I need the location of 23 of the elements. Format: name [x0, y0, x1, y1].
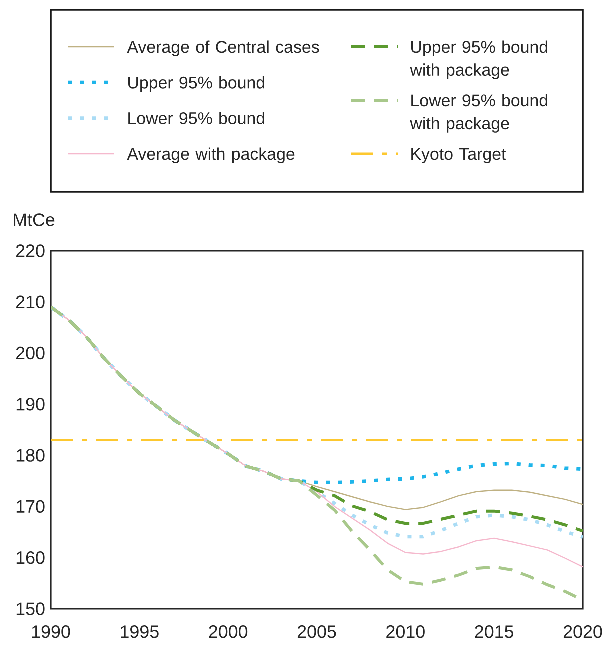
y-tick-label: 220	[16, 244, 45, 258]
y-tick-label: 150	[16, 602, 45, 616]
legend-label: Lower 95% bound	[128, 112, 264, 124]
x-tick-label: 1990	[32, 626, 70, 638]
y-tick-label: 210	[16, 296, 45, 308]
legend-label: Lower 95% bound with package	[410, 94, 548, 133]
legend-label: Average with package	[127, 148, 295, 164]
x-tick-label: 2015	[475, 626, 514, 638]
y-tick-label: 170	[16, 500, 45, 514]
y-axis-title: MtCe	[14, 214, 55, 226]
x-tick-label: 2020	[564, 626, 602, 638]
x-tick-label: 2010	[386, 626, 425, 638]
legend-label: Kyoto Target	[412, 148, 506, 164]
legend-label: Upper 95% bound with package	[410, 40, 548, 80]
y-tick-label: 180	[16, 449, 45, 462]
y-tick-label: 190	[16, 398, 45, 411]
x-tick-label: 2000	[209, 626, 248, 638]
y-tick-label: 160	[16, 552, 45, 564]
x-tick-label: 1995	[121, 626, 159, 638]
legend-label: Upper 95% bound	[128, 76, 264, 92]
x-tick-label: 2005	[298, 626, 336, 638]
legend-label: Average of Central cases	[127, 40, 320, 57]
y-tick-label: 200	[16, 346, 45, 360]
